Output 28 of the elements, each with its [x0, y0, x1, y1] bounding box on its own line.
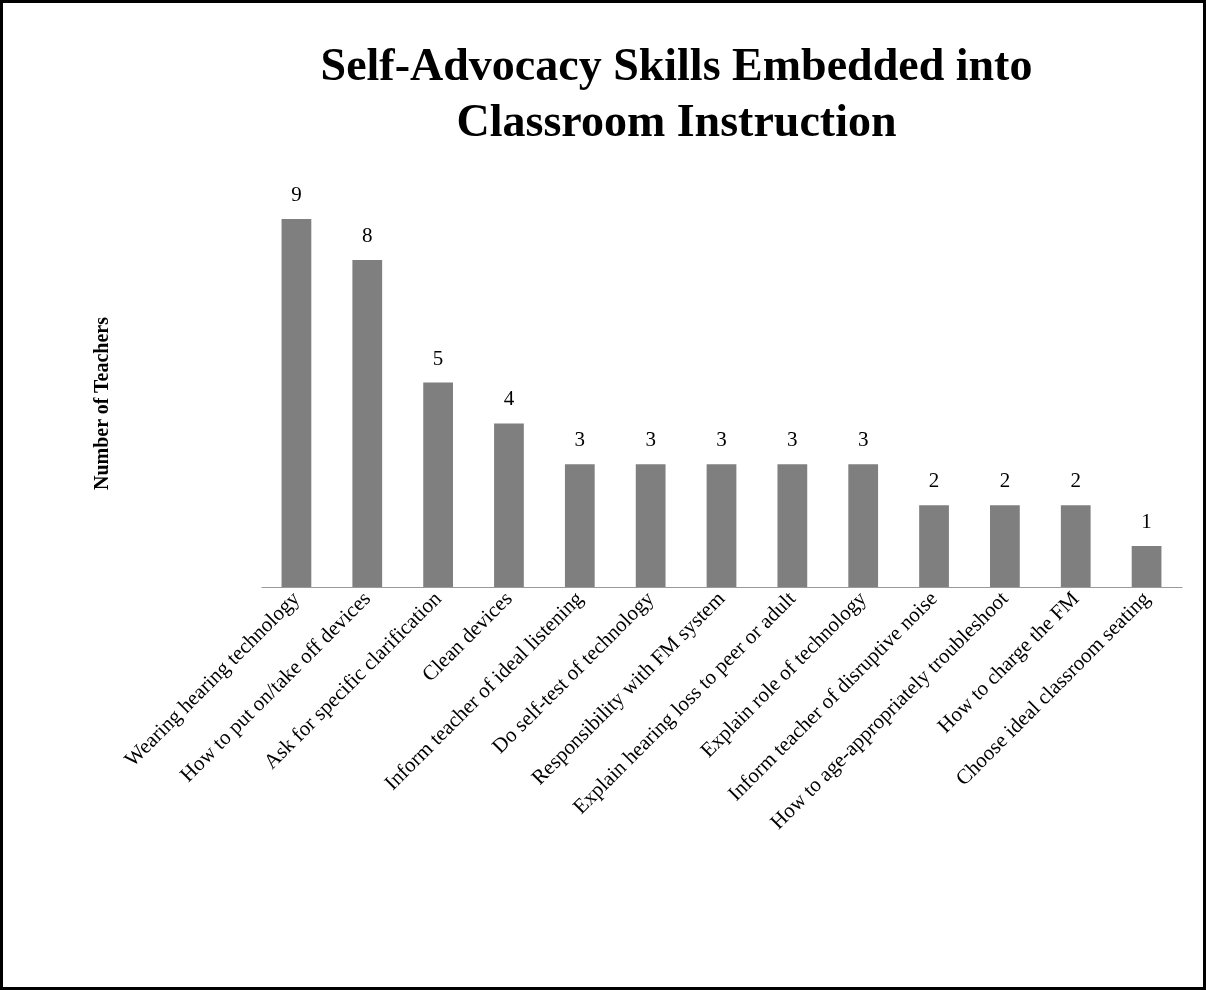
bar — [564, 464, 595, 587]
y-axis-title: Number of Teachers — [89, 316, 112, 490]
bar — [635, 464, 666, 587]
data-label: 2 — [928, 468, 940, 493]
bar — [352, 259, 383, 587]
bar — [706, 464, 737, 587]
data-label: 3 — [574, 427, 586, 452]
data-label: 8 — [362, 222, 373, 247]
data-label: 4 — [503, 386, 515, 411]
bar — [777, 464, 808, 587]
data-label: 3 — [645, 427, 656, 452]
bar — [990, 505, 1020, 587]
bar — [1131, 546, 1162, 587]
bar — [1060, 505, 1091, 587]
bar — [919, 505, 949, 587]
chart-title: Self-Advocacy Skills Embedded into Classroom Instruction — [320, 39, 1033, 146]
data-label: 3 — [857, 427, 869, 452]
data-label: 2 — [1070, 468, 1081, 493]
data-label: 1 — [1141, 509, 1152, 534]
data-label: 9 — [291, 182, 302, 206]
bar — [281, 219, 312, 587]
bar — [848, 464, 879, 587]
bar — [494, 423, 524, 587]
data-label: 3 — [716, 427, 727, 452]
data-label: 3 — [787, 427, 798, 452]
data-label: 2 — [999, 468, 1011, 493]
data-label: 5 — [432, 345, 444, 370]
bar — [423, 382, 453, 587]
